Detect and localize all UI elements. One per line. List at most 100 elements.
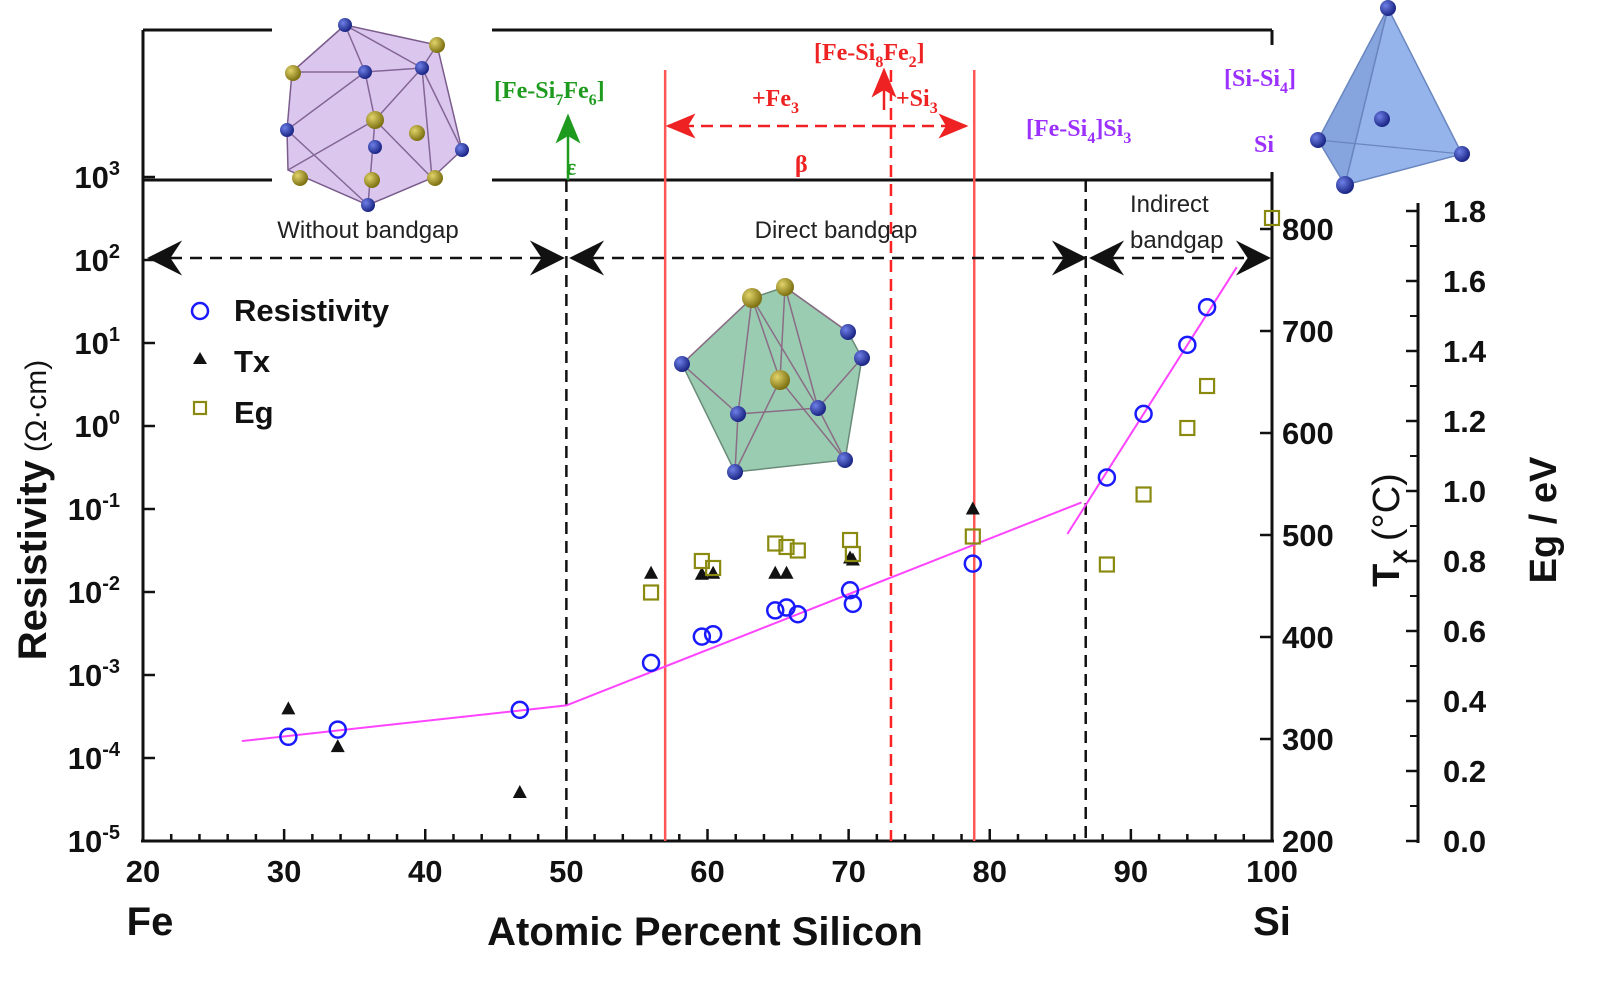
left-tick-label: 101	[74, 324, 120, 361]
resistivity-point	[1134, 404, 1153, 424]
left-tick-label: 103	[74, 158, 120, 195]
legend-resistivity-label: Resistivity	[234, 293, 390, 328]
left-tick-label: 10-4	[68, 739, 121, 776]
tx-point	[644, 565, 659, 579]
phase-label-fe-si8fe2: [Fe-Si8Fe2]	[814, 40, 925, 71]
region-label-indirect-line1: Indirect	[1130, 191, 1209, 218]
left-tick-label: 10-5	[68, 822, 120, 859]
x-axis-title: Fe Atomic Percent Silicon Si	[127, 900, 1291, 954]
tx-point	[330, 739, 345, 753]
left-tick-label: 10-2	[68, 573, 120, 610]
resistivity-point	[963, 554, 983, 573]
x-tick-label: 40	[408, 854, 442, 889]
legend-resistivity-marker	[190, 301, 210, 321]
legend-tx-marker	[193, 352, 207, 364]
plot-frame	[141, 172, 1420, 843]
eg-tick-label: 0.4	[1443, 684, 1487, 719]
eg-point	[778, 538, 795, 556]
phase-label-plus-si3: +Si3	[896, 86, 938, 117]
eg-tick-label: 1.2	[1443, 404, 1486, 439]
resistivity-point	[1097, 468, 1117, 487]
resistivity-point	[641, 653, 661, 673]
resistivity-point	[1178, 335, 1197, 355]
tx-tick-label: 500	[1282, 518, 1334, 553]
x-end-label-fe: Fe	[127, 900, 174, 944]
fit-line-segment	[1066, 266, 1238, 535]
tx-point	[779, 565, 794, 579]
eg-point	[1135, 486, 1152, 503]
tetrahedron-illustration	[1310, 0, 1470, 194]
x-axis-label: Atomic Percent Silicon	[487, 910, 923, 954]
region-label-direct-bandgap: Direct bandgap	[755, 217, 918, 244]
right-axis-tx-ticks: 200 300 400 500 600 700 800	[1260, 212, 1334, 859]
data-markers	[279, 209, 1281, 799]
tx-tick-label: 700	[1282, 314, 1334, 349]
resistivity-point	[765, 601, 785, 620]
right-axis-tx-label: Tx(°C)	[1366, 473, 1413, 587]
x-axis-ticks: 20 30 40 50 60 70 80 90 100	[126, 829, 1298, 889]
left-tick-label: 102	[74, 241, 120, 278]
eg-point	[1198, 377, 1216, 395]
tx-tick-label: 600	[1282, 416, 1334, 451]
left-axis-ticks: 10-5 10-4 10-3 10-2 10-1 100 101 102 103	[68, 158, 155, 859]
resistivity-point	[703, 624, 723, 644]
tx-tick-label: 800	[1282, 212, 1334, 247]
tx-tick-label: 400	[1282, 620, 1334, 655]
tx-tick-label: 300	[1282, 722, 1334, 757]
phase-boundary-lines	[565, 70, 1087, 841]
region-label-without-bandgap: Without bandgap	[277, 217, 458, 244]
eg-point	[844, 545, 861, 563]
resistivity-point	[788, 604, 808, 624]
tx-point	[845, 552, 860, 566]
resistivity-point	[328, 720, 348, 739]
left-axis-label: Resistivity(Ω·cm)	[11, 360, 55, 661]
eg-point	[789, 542, 806, 559]
tx-point	[768, 565, 783, 579]
x-tick-label: 100	[1246, 854, 1298, 889]
phase-label-si: Si	[1254, 132, 1274, 158]
eg-point	[964, 528, 981, 545]
phase-label-fe-si4-si3: [Fe-Si4]Si3	[1026, 116, 1131, 147]
icosahedron-illustration	[280, 18, 469, 212]
legend-tx-label: Tx	[234, 344, 271, 379]
resistivity-point	[692, 627, 712, 646]
tx-point	[694, 566, 709, 580]
eg-point	[705, 559, 722, 577]
eg-point	[841, 531, 859, 549]
tx-point	[281, 701, 296, 715]
phase-label-beta: β	[795, 152, 808, 178]
eg-tick-label: 0.8	[1443, 544, 1486, 579]
region-label-indirect-line2: bandgap	[1130, 227, 1223, 254]
eg-tick-label: 0.6	[1443, 614, 1486, 649]
x-tick-label: 90	[1114, 854, 1148, 889]
fit-line-segment	[566, 501, 1082, 707]
right-axis-eg-label: Eg / eV	[1523, 456, 1565, 583]
left-tick-label: 10-1	[68, 490, 120, 527]
resistivity-point	[843, 594, 863, 614]
x-tick-label: 30	[267, 854, 301, 889]
eg-point	[1263, 209, 1281, 227]
left-tick-label: 10-3	[68, 656, 120, 693]
resistivity-point	[840, 580, 860, 600]
resistivity-point	[510, 700, 530, 720]
eg-tick-label: 0.2	[1443, 754, 1486, 789]
eg-tick-label: 1.4	[1443, 334, 1487, 369]
eg-tick-label: 1.0	[1443, 474, 1486, 509]
legend-eg-label: Eg	[234, 395, 274, 430]
eg-point	[1098, 556, 1115, 573]
legend: Resistivity Tx Eg	[190, 293, 390, 430]
eg-point	[767, 535, 784, 552]
x-tick-label: 80	[973, 854, 1007, 889]
phase-label-plus-fe3: +Fe3	[752, 86, 799, 117]
eg-point	[1179, 419, 1196, 437]
legend-eg-marker	[192, 400, 208, 416]
tx-point	[965, 501, 980, 515]
eg-point	[642, 584, 660, 601]
right-axis-eg-ticks: 0.0 0.2 0.4 0.6 0.8 1.0 1.2 1.4 1.6 1.8	[1406, 194, 1487, 859]
x-tick-label: 60	[690, 854, 724, 889]
phase-label-epsilon: ε	[566, 155, 576, 181]
tx-tick-label: 200	[1282, 824, 1334, 859]
pentagonal-cluster-illustration	[674, 278, 870, 480]
eg-tick-label: 1.8	[1443, 194, 1486, 229]
